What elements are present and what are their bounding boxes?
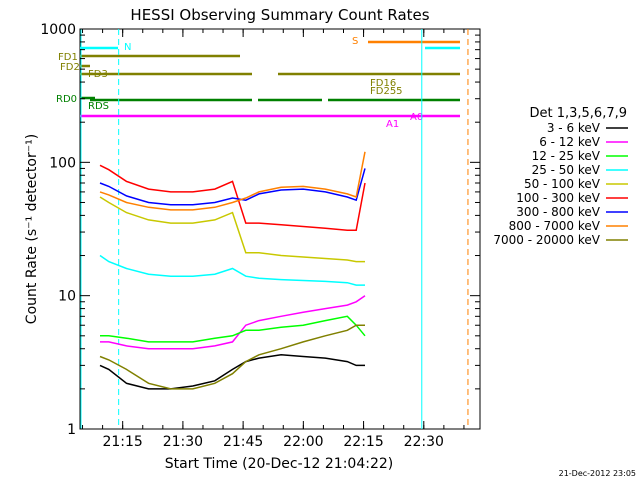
series-layer (99, 151, 366, 390)
flag-label: RD0 (56, 94, 77, 105)
flag-label: FD1 (58, 52, 78, 63)
flag-label: FD16 (370, 78, 396, 89)
x-tick-label: 22:30 (404, 434, 444, 450)
series-line (100, 315, 366, 343)
series-line (99, 324, 365, 390)
series-line (99, 254, 365, 286)
series-line (99, 164, 366, 231)
plot-frame (79, 28, 481, 430)
legend-entry-label: 50 - 100 keV (524, 177, 601, 191)
timestamp: 21-Dec-2012 23:05 (559, 469, 636, 478)
legend-entry-label: 100 - 300 keV (516, 191, 600, 205)
legend-entry-label: 12 - 25 keV (532, 149, 601, 163)
legend-entry-label: 3 - 6 keV (547, 121, 601, 135)
flag-label: FD3 (88, 69, 108, 80)
flag-label: FD2 (60, 62, 80, 73)
x-tick-label: 21:15 (102, 434, 142, 450)
legend-entry-label: 6 - 12 keV (539, 135, 601, 149)
legend-entry-label: 25 - 50 keV (532, 163, 601, 177)
y-tick-label: 100 (49, 155, 76, 171)
series-line (99, 354, 365, 390)
series-line (99, 168, 366, 206)
series-line (99, 151, 366, 211)
x-tick-label: 21:30 (163, 434, 203, 450)
x-tick-label: 22:15 (343, 434, 383, 450)
flag-label: FD255 (370, 86, 403, 97)
flag-label: A0 (410, 112, 423, 123)
legend-entry-label: 300 - 800 keV (516, 205, 600, 219)
y-axis-label: Count Rate (s⁻¹ detector⁻¹) (24, 134, 40, 324)
y-tick-label: 10 (58, 289, 76, 305)
flag-label: S (352, 36, 358, 47)
legend-title: Det 1,3,5,6,7,9 (529, 106, 627, 121)
y-tick-label: 1000 (40, 22, 76, 38)
chart-title: HESSI Observing Summary Count Rates (130, 6, 429, 24)
flag-label: N (124, 42, 131, 53)
flag-label: A1 (386, 119, 399, 130)
x-tick-label: 21:45 (223, 434, 263, 450)
x-tick-label: 22:00 (283, 434, 323, 450)
axes-layer: 21:15 21:30 21:45 22:00 22:15 22:30 1 10 100 1000 (40, 22, 480, 450)
series-line (99, 196, 365, 263)
legend-entry-label: 800 - 7000 keV (509, 219, 601, 233)
y-tick-label: 1 (67, 422, 76, 438)
flag-label: RDS (88, 101, 109, 112)
legend-entry-label: 7000 - 20000 keV (493, 233, 600, 247)
x-axis-label: Start Time (20-Dec-12 21:04:22) (165, 456, 393, 472)
markers-layer (80, 29, 469, 429)
